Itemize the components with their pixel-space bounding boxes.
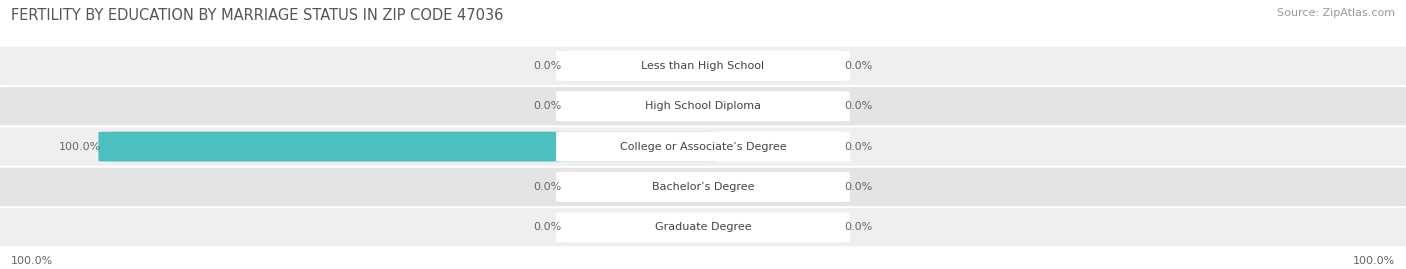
FancyBboxPatch shape [0,128,1406,166]
Text: Less than High School: Less than High School [641,61,765,71]
FancyBboxPatch shape [0,208,1406,246]
Text: 0.0%: 0.0% [844,61,873,71]
Text: 0.0%: 0.0% [533,182,562,192]
Text: Bachelor’s Degree: Bachelor’s Degree [652,182,754,192]
FancyBboxPatch shape [557,51,849,81]
Text: Source: ZipAtlas.com: Source: ZipAtlas.com [1277,8,1395,18]
Text: College or Associate’s Degree: College or Associate’s Degree [620,141,786,152]
Text: 0.0%: 0.0% [844,101,873,111]
FancyBboxPatch shape [557,172,849,202]
Text: 0.0%: 0.0% [844,182,873,192]
Text: 0.0%: 0.0% [844,141,873,152]
Text: High School Diploma: High School Diploma [645,101,761,111]
FancyBboxPatch shape [0,87,1406,125]
FancyBboxPatch shape [98,132,717,161]
FancyBboxPatch shape [0,47,1406,85]
Text: 100.0%: 100.0% [1353,256,1395,266]
FancyBboxPatch shape [557,212,849,242]
FancyBboxPatch shape [557,132,849,162]
Text: 100.0%: 100.0% [11,256,53,266]
Text: 0.0%: 0.0% [844,222,873,232]
FancyBboxPatch shape [0,168,1406,206]
Text: 0.0%: 0.0% [533,222,562,232]
Text: 100.0%: 100.0% [59,141,101,152]
FancyBboxPatch shape [557,91,849,121]
Text: FERTILITY BY EDUCATION BY MARRIAGE STATUS IN ZIP CODE 47036: FERTILITY BY EDUCATION BY MARRIAGE STATU… [11,8,503,23]
Text: 0.0%: 0.0% [533,101,562,111]
Text: 0.0%: 0.0% [533,61,562,71]
Text: Graduate Degree: Graduate Degree [655,222,751,232]
